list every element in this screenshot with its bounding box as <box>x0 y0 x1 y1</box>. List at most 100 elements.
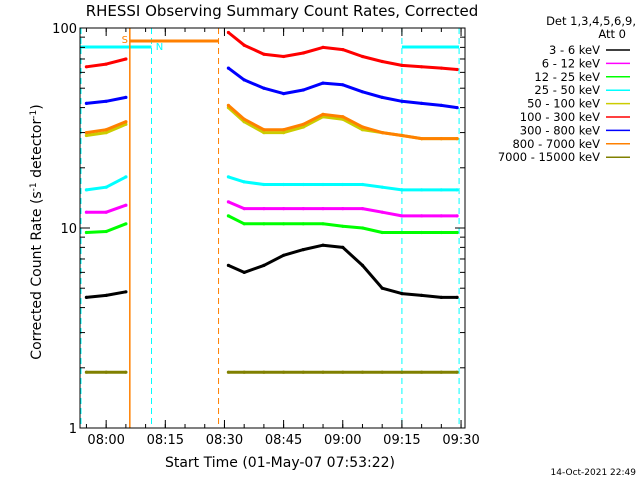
data-point <box>341 370 345 374</box>
data-point <box>84 230 88 235</box>
data-point <box>124 222 128 226</box>
data-point <box>439 188 443 192</box>
data-point <box>341 224 345 228</box>
axis-ticks: 08:00 08:15 08:30 08:45 09:00 09:15 09:30 1 10 10… <box>52 22 480 448</box>
data-point <box>455 67 459 72</box>
data-point <box>282 92 286 96</box>
data-point <box>262 131 266 135</box>
data-point <box>282 131 286 135</box>
data-point <box>104 370 108 374</box>
data-point <box>262 222 266 226</box>
data-point <box>341 182 345 187</box>
data-point <box>321 182 325 187</box>
data-point <box>420 370 424 374</box>
series-layer <box>84 30 459 374</box>
data-point <box>226 263 230 267</box>
data-point <box>341 207 345 211</box>
data-point <box>420 214 424 218</box>
data-point <box>262 207 266 211</box>
data-point <box>439 103 443 107</box>
data-point <box>124 57 128 61</box>
data-point <box>455 188 459 192</box>
data-point <box>360 128 365 132</box>
data-point <box>104 128 108 132</box>
legend-label: 100 - 300 keV <box>520 110 600 124</box>
data-point <box>420 188 424 192</box>
data-point <box>380 59 384 64</box>
data-point <box>301 182 305 187</box>
y-axis-label: Corrected Count Rate (s-1 detector-1) <box>29 104 45 359</box>
data-point <box>262 52 266 56</box>
data-point <box>282 128 286 132</box>
data-point <box>282 370 286 374</box>
data-point <box>321 370 325 374</box>
data-point <box>301 88 305 92</box>
data-point <box>439 370 443 374</box>
data-point <box>380 210 384 214</box>
data-point <box>104 131 108 135</box>
data-point <box>420 65 424 69</box>
legend-header-line-2: Att 0 <box>598 27 626 41</box>
data-point <box>360 182 365 187</box>
y-tick-label: 100 <box>52 22 77 37</box>
data-point <box>400 214 404 218</box>
data-point <box>226 103 230 107</box>
data-point <box>360 207 365 211</box>
data-point <box>341 48 345 52</box>
data-point <box>360 263 365 267</box>
x-axis-label: Start Time (01-May-07 07:53:22) <box>165 455 395 471</box>
data-point <box>420 137 424 141</box>
data-point <box>242 222 246 226</box>
data-point <box>242 43 246 47</box>
data-point <box>104 229 108 234</box>
data-point <box>242 117 246 121</box>
x-tick-label: 09:30 <box>442 433 479 448</box>
data-point <box>242 270 246 274</box>
data-point <box>262 263 266 267</box>
data-point <box>321 45 325 50</box>
data-point <box>380 230 384 235</box>
data-point <box>282 222 286 226</box>
data-point <box>321 81 325 85</box>
data-point <box>124 290 128 294</box>
data-point <box>84 370 88 374</box>
data-point <box>400 292 404 296</box>
x-tick-label: 08:15 <box>147 433 184 448</box>
data-point <box>400 188 404 192</box>
y-tick-label: 1 <box>69 422 77 437</box>
x-tick-label: 09:00 <box>324 433 361 448</box>
data-point <box>321 112 325 116</box>
night-label: N <box>156 42 163 53</box>
data-point <box>439 295 443 299</box>
data-point <box>262 370 266 374</box>
data-point <box>226 200 230 204</box>
data-point <box>104 210 108 214</box>
data-point <box>455 295 459 299</box>
data-point <box>400 370 404 374</box>
data-point <box>455 370 459 374</box>
data-point <box>341 115 345 119</box>
data-point <box>84 210 88 214</box>
data-point <box>282 54 286 59</box>
data-point <box>124 203 128 207</box>
y-tick-label: 10 <box>60 222 77 237</box>
data-point <box>380 286 384 290</box>
legend-label: 7000 - 15000 keV <box>498 150 600 164</box>
x-tick-label: 08:30 <box>206 433 243 448</box>
legend-label: 6 - 12 keV <box>542 56 600 70</box>
data-point <box>242 207 246 211</box>
data-point <box>455 106 459 110</box>
data-point <box>124 120 128 124</box>
data-point <box>420 230 424 235</box>
data-point <box>262 128 266 132</box>
data-point <box>301 207 305 211</box>
data-point <box>439 137 443 141</box>
data-point <box>226 370 230 374</box>
data-point <box>439 230 443 235</box>
data-point <box>301 222 305 226</box>
saa-label: S <box>122 35 128 46</box>
data-point <box>84 101 88 105</box>
legend-label: 12 - 25 keV <box>534 70 600 84</box>
